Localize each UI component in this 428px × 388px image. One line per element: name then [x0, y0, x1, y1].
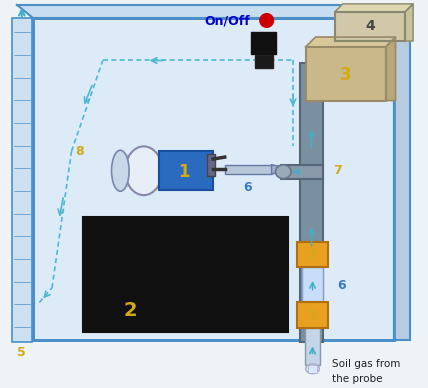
Bar	[251, 32, 276, 54]
Bar	[83, 217, 288, 332]
Bar	[335, 12, 405, 41]
Bar	[297, 303, 328, 328]
Text: 5: 5	[18, 346, 26, 359]
Text: 7: 7	[308, 249, 317, 262]
Bar	[159, 151, 213, 190]
Bar	[255, 55, 273, 68]
Polygon shape	[17, 5, 410, 17]
Bar	[281, 165, 323, 178]
Ellipse shape	[276, 165, 291, 178]
Bar	[33, 17, 393, 339]
Bar	[297, 242, 328, 267]
Bar	[12, 17, 32, 341]
Text: 3: 3	[340, 66, 351, 84]
Bar	[308, 365, 318, 373]
Polygon shape	[405, 4, 413, 41]
Polygon shape	[393, 5, 410, 340]
Ellipse shape	[112, 150, 129, 191]
Bar	[306, 47, 386, 100]
Text: 8: 8	[75, 145, 84, 158]
Polygon shape	[306, 37, 395, 47]
Bar	[305, 328, 321, 365]
Text: Soil gas from
the probe: Soil gas from the probe	[332, 359, 401, 384]
Polygon shape	[386, 37, 395, 100]
Text: On/Off: On/Off	[205, 15, 250, 28]
Bar	[33, 17, 393, 339]
Ellipse shape	[125, 146, 162, 195]
Text: 2: 2	[123, 301, 137, 320]
Polygon shape	[335, 4, 413, 12]
Bar	[225, 165, 272, 174]
Ellipse shape	[306, 364, 319, 374]
Text: 6: 6	[243, 180, 252, 194]
Text: 7: 7	[308, 309, 317, 322]
Bar	[120, 154, 145, 187]
Text: 6: 6	[337, 279, 345, 293]
Text: 1: 1	[178, 163, 190, 181]
Polygon shape	[272, 165, 283, 174]
Bar	[136, 146, 154, 195]
Bar	[207, 154, 215, 176]
Circle shape	[260, 14, 273, 27]
Bar	[300, 63, 323, 341]
Bar	[302, 267, 323, 303]
Text: 4: 4	[365, 19, 375, 33]
Text: 7: 7	[333, 164, 342, 177]
